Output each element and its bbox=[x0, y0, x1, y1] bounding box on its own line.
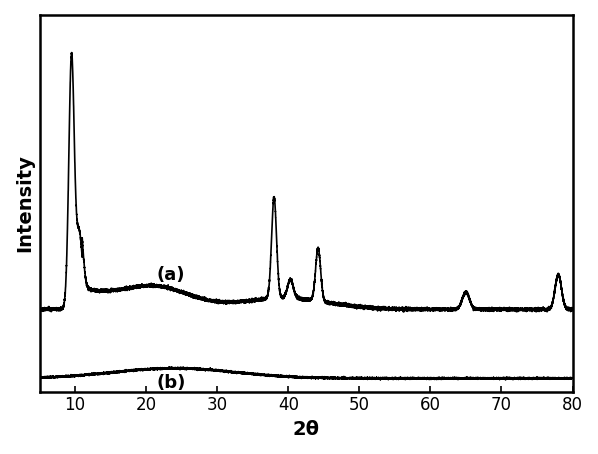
Y-axis label: Intensity: Intensity bbox=[15, 154, 34, 252]
Text: (a): (a) bbox=[157, 266, 185, 284]
X-axis label: 2θ: 2θ bbox=[292, 420, 319, 439]
Text: (b): (b) bbox=[157, 374, 186, 392]
